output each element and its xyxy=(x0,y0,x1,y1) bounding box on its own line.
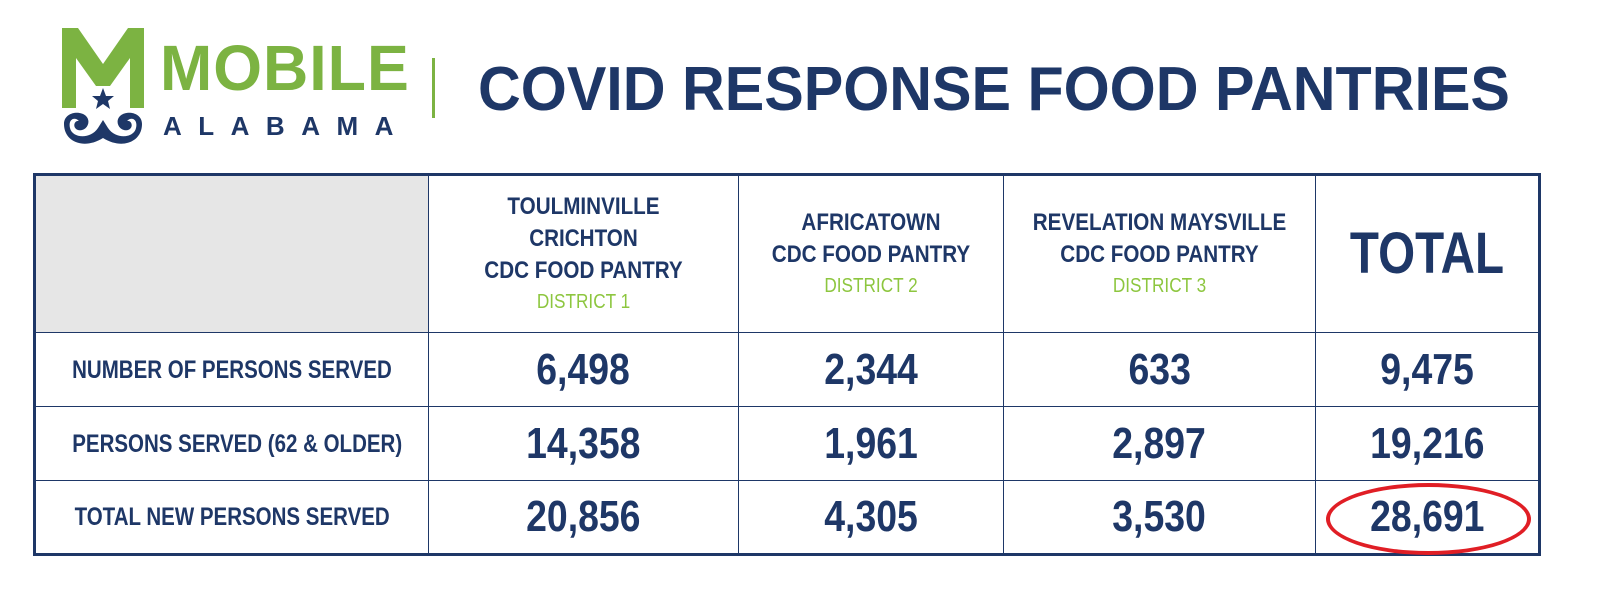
total-cell: 9,475 xyxy=(1315,332,1540,407)
value-cell: 14,358 xyxy=(428,406,739,481)
total-cell: 19,216 xyxy=(1315,406,1540,481)
total-header-label: TOTAL xyxy=(1349,221,1505,286)
column-header-district-1: TOULMINVILLE CRICHTON CDC FOOD PANTRY DI… xyxy=(428,174,739,333)
grand-total-cell: 28,691 xyxy=(1315,480,1540,555)
page-header: MOBILE ALABAMA COVID RESPONSE FOOD PANTR… xyxy=(0,0,1600,160)
value-cell: 4,305 xyxy=(738,480,1004,555)
logo-subtext: ALABAMA xyxy=(163,111,410,141)
column-header-name: AFRICATOWN xyxy=(801,209,941,236)
food-pantry-table: TOULMINVILLE CRICHTON CDC FOOD PANTRY DI… xyxy=(33,173,1541,556)
column-header-district-3: REVELATION MAYSVILLE CDC FOOD PANTRY DIS… xyxy=(1003,174,1316,333)
column-header-district: DISTRICT 2 xyxy=(824,275,918,297)
column-header-district: DISTRICT 3 xyxy=(1112,275,1207,297)
value-cell: 1,961 xyxy=(738,406,1004,481)
table-row: PERSONS SERVED (62 & OLDER) 14,358 1,961… xyxy=(34,406,1540,481)
column-header-district-2: AFRICATOWN CDC FOOD PANTRY DISTRICT 2 xyxy=(738,174,1004,333)
logo-wordmark: MOBILE xyxy=(160,32,410,104)
value-cell: 2,344 xyxy=(738,332,1004,407)
value-cell: 3,530 xyxy=(1003,480,1316,555)
column-header-name: TOULMINVILLE CRICHTON xyxy=(507,193,660,252)
row-label: PERSONS SERVED (62 & OLDER) xyxy=(34,406,429,481)
value-cell: 20,856 xyxy=(428,480,739,555)
header-divider xyxy=(432,58,435,118)
blank-header-cell xyxy=(34,174,429,333)
row-label: TOTAL NEW PERSONS SERVED xyxy=(34,480,429,555)
column-header-total: TOTAL xyxy=(1315,174,1540,333)
value-cell: 6,498 xyxy=(428,332,739,407)
row-label: NUMBER OF PERSONS SERVED xyxy=(34,332,429,407)
value-cell: 633 xyxy=(1003,332,1316,407)
column-header-name: REVELATION MAYSVILLE xyxy=(1032,209,1287,236)
column-header-subtitle: CDC FOOD PANTRY xyxy=(1060,241,1259,268)
table-row: NUMBER OF PERSONS SERVED 6,498 2,344 633… xyxy=(34,332,1540,407)
page-title: COVID RESPONSE FOOD PANTRIES xyxy=(478,55,1510,124)
column-header-district: DISTRICT 1 xyxy=(536,291,631,313)
mobile-alabama-m-logo-icon xyxy=(62,28,144,144)
value-cell: 2,897 xyxy=(1003,406,1316,481)
column-header-subtitle: CDC FOOD PANTRY xyxy=(484,257,683,284)
table-header-row: TOULMINVILLE CRICHTON CDC FOOD PANTRY DI… xyxy=(34,174,1540,333)
column-header-subtitle: CDC FOOD PANTRY xyxy=(771,241,971,268)
table-row: TOTAL NEW PERSONS SERVED 20,856 4,305 3,… xyxy=(34,480,1540,555)
